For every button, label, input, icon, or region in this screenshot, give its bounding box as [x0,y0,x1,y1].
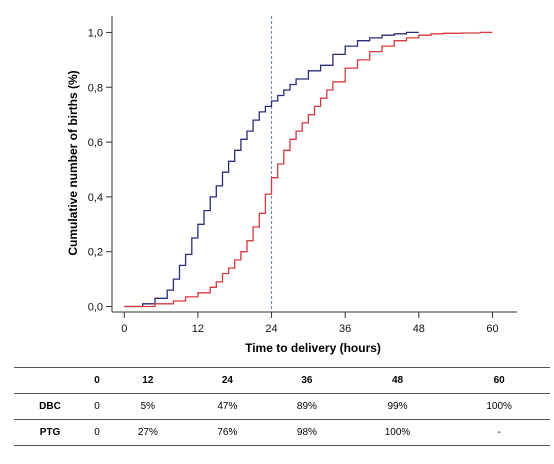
series-line-1 [124,31,419,308]
table-cell: 47% [217,401,238,412]
y-tick-label: 0,8 [88,82,103,94]
y-tick-label: 1,0 [88,27,103,39]
table-cell: 99% [387,401,408,412]
y-tick-label: 0,0 [88,302,103,314]
x-tick-label: 0 [121,323,127,335]
table-header-cell: 12 [108,367,188,394]
table-cell: 98% [267,419,347,446]
table-cell: 100% [486,401,512,412]
y-tick-label: 0,4 [88,192,103,204]
table-cell: 5% [140,401,156,412]
summary-table: 0 12 24 36 48 60 DBC 0 5% 47% 89% 99% 100% PTG 0 27% 76… [14,367,550,446]
x-tick-label: 60 [486,323,498,335]
table-cell: 27% [108,419,188,446]
table-header-cell [14,367,86,394]
x-axis-title: Time to delivery (hours) [245,341,381,355]
x-tick-label: 24 [265,323,277,335]
table-row: PTG 0 27% 76% 98% 100% - [14,419,550,446]
table-cell: 0 [94,401,100,412]
table-cell: - [448,419,550,446]
table-header-cell: 24 [187,367,268,394]
row-label: PTG [14,419,86,446]
x-tick-label: 48 [413,323,425,335]
x-tick-label: 36 [339,323,351,335]
series-line-2 [124,31,493,308]
chart-series [124,31,493,308]
table-header-cell: 36 [267,367,347,394]
table-header-cell: 0 [86,367,109,394]
table-cell: 76% [187,419,268,446]
table-body: DBC 0 5% 47% 89% 99% 100% PTG 0 27% 76% 98% 100% - [14,394,550,446]
table-cell: 89% [296,401,317,412]
table-header-row: 0 12 24 36 48 60 [14,367,550,394]
chart-axes: 0,0 0,2 0,4 0,6 0,8 1,0 0 12 24 36 48 60 [88,16,517,335]
x-tick-label: 12 [192,323,204,335]
table-header-cell: 48 [346,367,449,394]
y-axis-title: Cumulative number of births (%) [66,70,80,255]
table-row: DBC 0 5% 47% 89% 99% 100% [14,394,550,420]
cumulative-births-chart: 0,0 0,2 0,4 0,6 0,8 1,0 0 12 24 36 48 60 Time to de… [66,16,517,355]
y-tick-label: 0,2 [88,247,103,259]
table-header-cell: 60 [448,367,550,394]
y-tick-label: 0,6 [88,137,103,149]
table-cell: 0 [86,419,109,446]
row-label: DBC [39,401,61,412]
table-cell: 100% [346,419,449,446]
